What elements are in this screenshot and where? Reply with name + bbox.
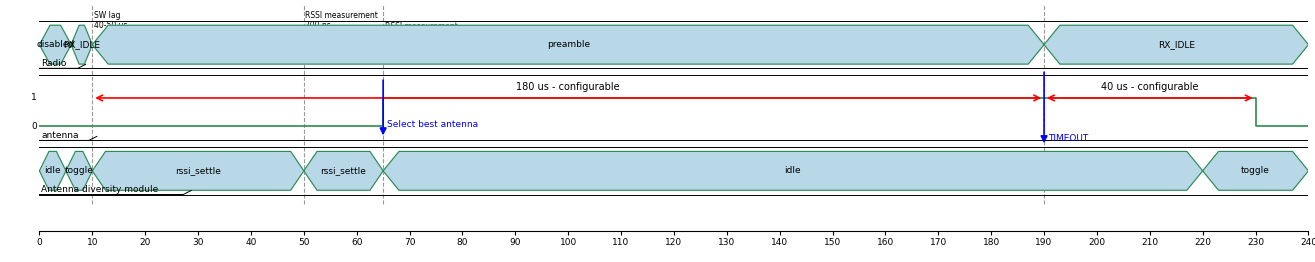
Text: preamble: preamble [547,40,589,49]
Polygon shape [39,151,66,190]
Text: Select best antenna: Select best antenna [388,120,479,129]
Text: rssi_settle: rssi_settle [175,166,221,175]
Text: idle: idle [785,166,801,175]
Polygon shape [39,25,71,64]
Text: idle: idle [45,166,60,175]
Text: toggle: toggle [1241,166,1270,175]
Polygon shape [304,151,383,190]
Polygon shape [1044,25,1308,64]
Text: TIMEOUT: TIMEOUT [1048,134,1089,143]
Polygon shape [383,151,1203,190]
Text: Radio: Radio [41,59,67,68]
Text: antenna: antenna [41,131,79,140]
Polygon shape [71,25,92,64]
Text: rssi_settle: rssi_settle [321,166,367,175]
Text: 1: 1 [32,94,37,102]
Text: 40 us - configurable: 40 us - configurable [1101,82,1198,92]
Text: 0: 0 [32,122,37,130]
Polygon shape [66,151,92,190]
Text: toggle: toggle [64,166,93,175]
Text: SW lag
40-50 us: SW lag 40-50 us [93,11,128,30]
Text: RX_IDLE: RX_IDLE [63,40,100,49]
Text: RSSI measurement
200 ns: RSSI measurement 200 ns [385,22,458,42]
Text: Antenna diversity module: Antenna diversity module [41,185,158,194]
Polygon shape [92,151,304,190]
Text: 180 us - configurable: 180 us - configurable [517,82,619,92]
Text: disabled: disabled [37,40,75,49]
Text: RSSI measurement
200 ns: RSSI measurement 200 ns [305,11,379,30]
Polygon shape [92,25,1044,64]
Text: RX_IDLE: RX_IDLE [1157,40,1195,49]
Polygon shape [1203,151,1308,190]
